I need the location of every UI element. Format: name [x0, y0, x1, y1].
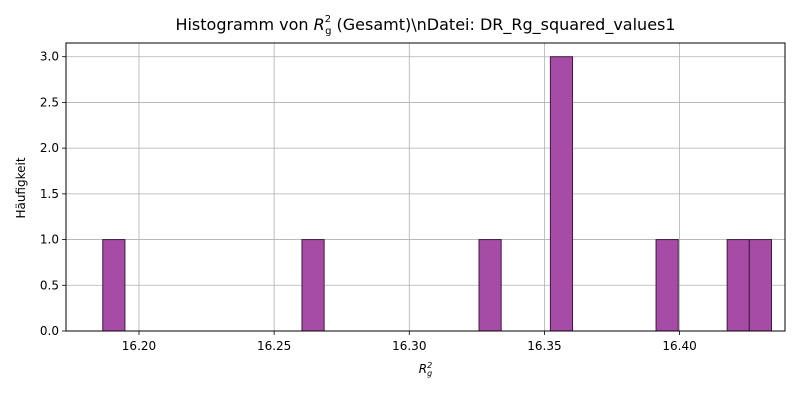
title-sup: 2 — [324, 14, 332, 25]
title-symbol: R — [313, 15, 325, 34]
y-tick-label: 1.5 — [40, 187, 59, 201]
y-tick-label: 0.0 — [40, 324, 59, 338]
histogram-bar — [549, 56, 574, 332]
histogram-bar — [655, 239, 679, 332]
title-suffix: (Gesamt)\nDatei: DR_Rg_squared_values1 — [331, 15, 676, 34]
x-tick-label: 16.20 — [122, 339, 156, 353]
y-tick-label: 2.5 — [40, 95, 59, 109]
xlabel-sub: g — [427, 369, 433, 379]
histogram-bar — [102, 239, 126, 332]
y-tick-label: 2.0 — [40, 141, 59, 155]
axes-frame — [65, 42, 786, 332]
xlabel-sup: 2 — [427, 361, 433, 370]
histogram-bar — [726, 239, 750, 332]
title-sub: g — [325, 26, 332, 37]
y-tick-label: 3.0 — [40, 50, 59, 64]
histogram-bar — [748, 239, 772, 332]
histogram-bar — [301, 239, 325, 332]
x-tick-label: 16.30 — [392, 339, 426, 353]
y-tick-label: 0.5 — [40, 278, 59, 292]
histogram-bar — [478, 239, 502, 332]
x-tick-label: 16.25 — [257, 339, 291, 353]
xlabel-symbol: R — [418, 362, 428, 376]
y-axis-label: Häufigkeit — [14, 157, 28, 219]
y-tick-label: 1.0 — [40, 233, 59, 247]
title-prefix: Histogramm von — [175, 15, 314, 34]
x-tick-label: 16.40 — [662, 339, 696, 353]
x-tick-label: 16.35 — [527, 339, 561, 353]
x-axis-label: R2g — [66, 361, 785, 378]
chart-title: Histogramm von R2g (Gesamt)\nDatei: DR_R… — [66, 14, 785, 37]
